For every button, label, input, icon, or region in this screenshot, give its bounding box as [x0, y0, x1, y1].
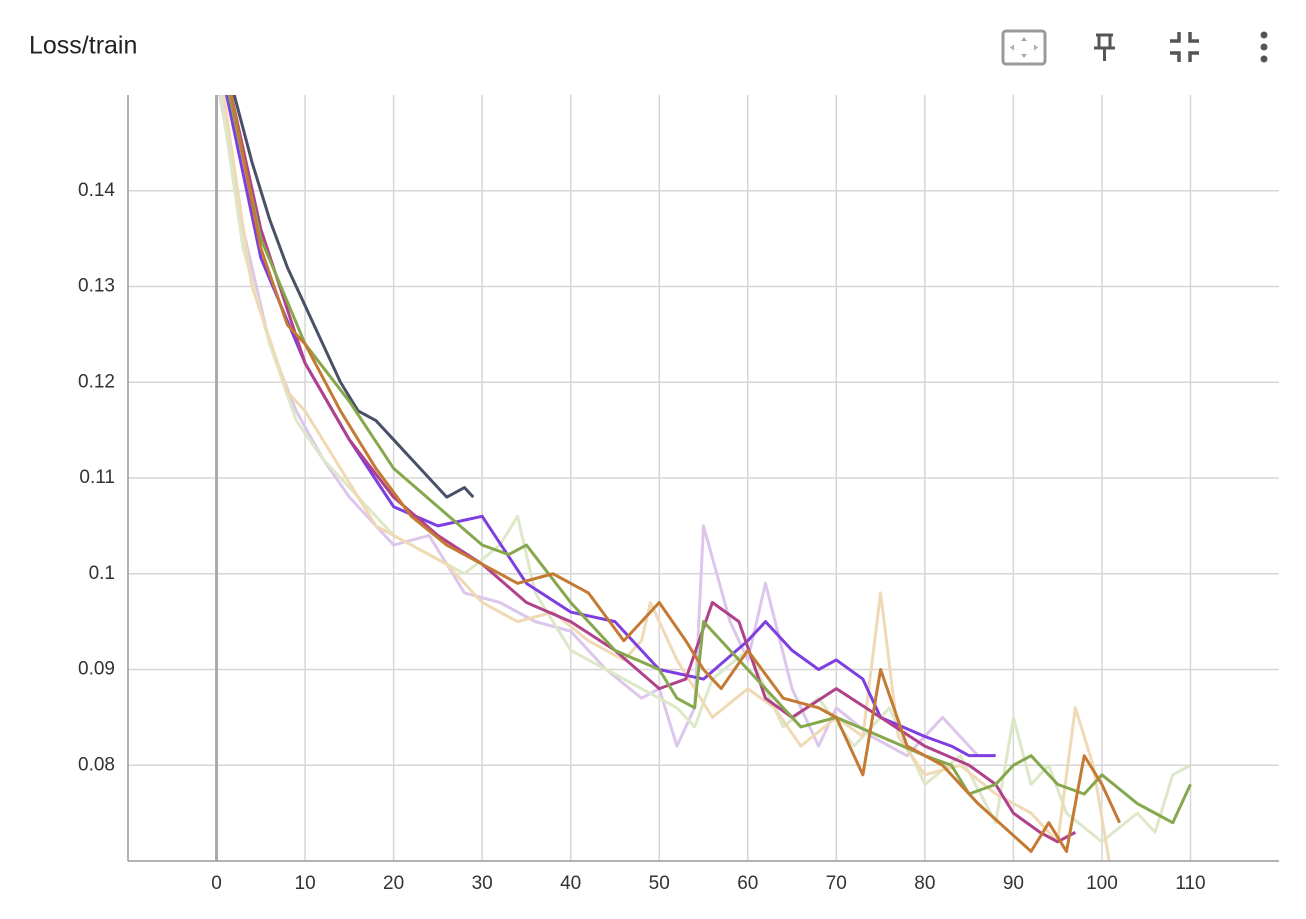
- y-tick-label: 0.1: [89, 563, 115, 584]
- more-button[interactable]: [1260, 31, 1268, 63]
- y-tick-label: 0.12: [78, 371, 115, 392]
- x-tick-label: 70: [826, 873, 847, 894]
- series-line: [225, 95, 996, 758]
- x-tick-label: 90: [1003, 873, 1024, 894]
- series-line: [232, 95, 475, 499]
- series-line: [218, 95, 980, 758]
- x-tick-label: 40: [560, 873, 581, 894]
- series-line: [222, 95, 1111, 861]
- y-tick-label: 0.14: [78, 180, 115, 201]
- y-tick-label: 0.09: [78, 659, 115, 680]
- x-tick-label: 0: [211, 873, 222, 894]
- y-tick-label: 0.11: [79, 467, 115, 488]
- x-tick-label: 20: [383, 873, 404, 894]
- series-line: [229, 95, 1121, 853]
- x-tick-label: 100: [1086, 873, 1118, 894]
- pin-button[interactable]: [1094, 33, 1115, 61]
- series-line: [219, 95, 1192, 844]
- series-line: [227, 95, 1192, 825]
- x-tick-label: 30: [472, 873, 493, 894]
- toolbar: [1001, 29, 1268, 66]
- lines: [218, 95, 1192, 861]
- x-tick-label: 60: [737, 873, 758, 894]
- collapse-button[interactable]: [1170, 32, 1199, 62]
- x-tick-label: 10: [295, 873, 316, 894]
- x-tick-label: 50: [649, 873, 670, 894]
- grid: [128, 95, 1279, 861]
- fit-domain-button[interactable]: [1001, 29, 1047, 66]
- y-tick-label: 0.08: [78, 754, 115, 775]
- chart-title: Loss/train: [29, 32, 137, 60]
- x-tick-label: 80: [914, 873, 935, 894]
- x-tick-label: 110: [1175, 873, 1205, 894]
- y-tick-label: 0.13: [78, 276, 115, 297]
